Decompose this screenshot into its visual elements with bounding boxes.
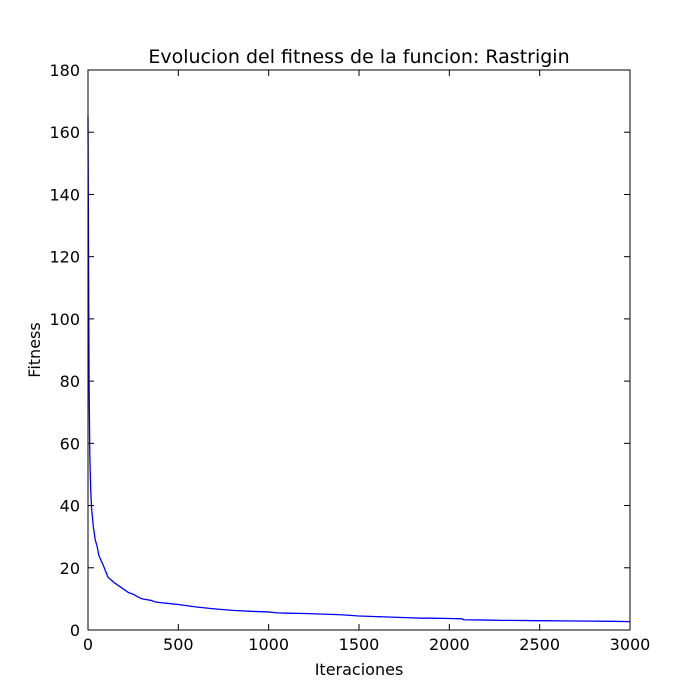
y-tick-label: 160 [49,123,80,142]
y-tick-label: 120 [49,248,80,267]
x-tick-label: 0 [83,635,93,654]
series-layer [87,116,631,623]
y-tick-label: 140 [49,185,80,204]
y-axis-title: Fitness [25,322,44,377]
y-tick-label: 40 [60,497,80,516]
x-tick-label: 2500 [519,635,560,654]
chart-title: Evolucion del fitness de la funcion: Ras… [148,46,569,68]
x-tick-label: 500 [163,635,194,654]
x-tick-label: 3000 [610,635,651,654]
y-tick-label: 20 [60,559,80,578]
ticks-layer: 0 500 1000 1500 2000 2500 3000 0 20 40 60 80 100 120 1… [49,61,650,654]
y-tick-label: 60 [60,434,80,453]
x-tick-label: 1500 [339,635,380,654]
y-tick-label: 0 [70,621,80,640]
y-tick-label: 100 [49,310,80,329]
x-axis-title: Iteraciones [315,660,404,679]
fitness-series-line [87,116,631,623]
y-tick-label: 80 [60,372,80,391]
y-tick-label: 180 [49,61,80,80]
plot-frame [87,69,631,631]
x-tick-label: 2000 [429,635,470,654]
x-tick-label: 1000 [248,635,289,654]
